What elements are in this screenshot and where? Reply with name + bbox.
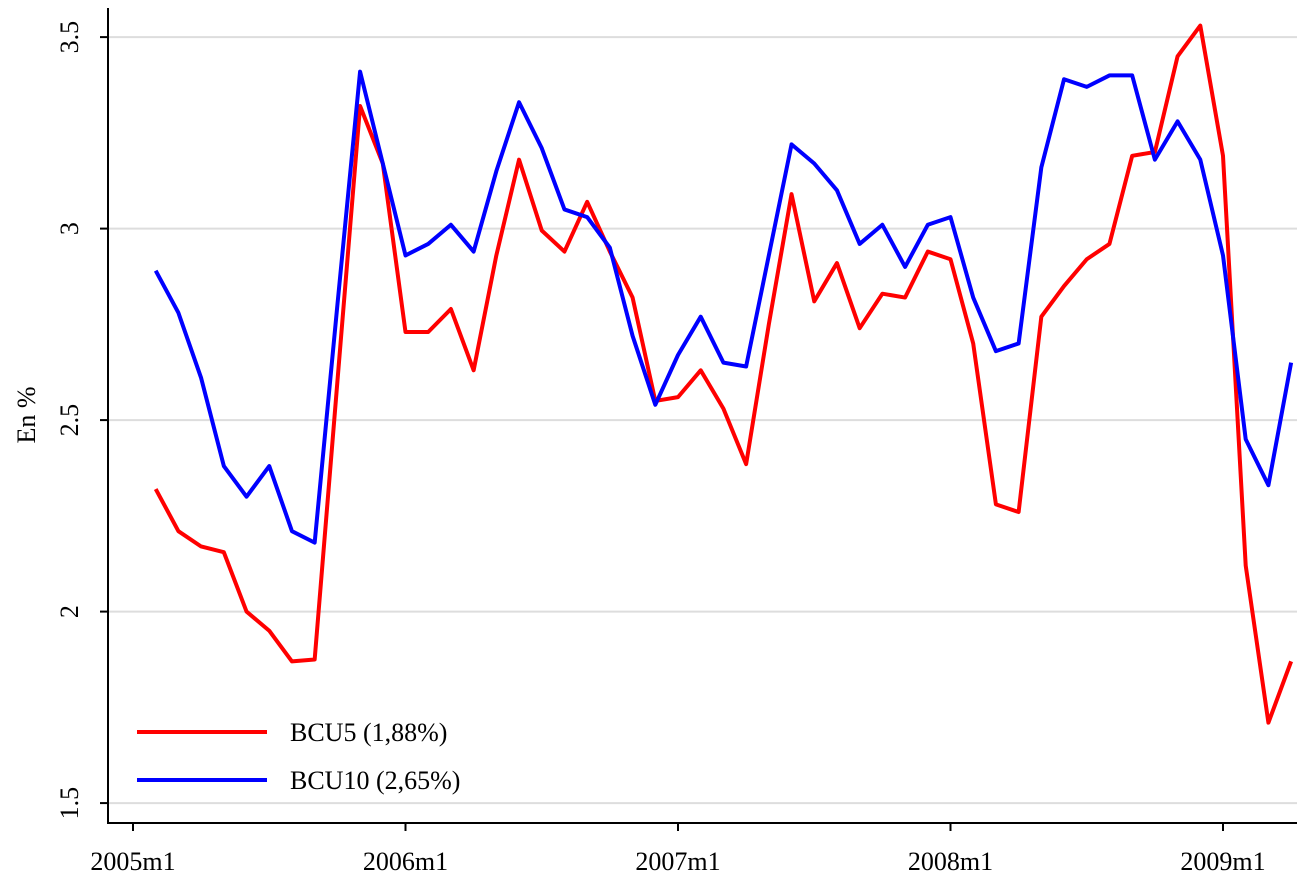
y-tick-label: 1.5 (55, 787, 84, 820)
y-tick-label: 2 (55, 605, 84, 618)
series-line (153, 23, 1294, 725)
x-tick-label: 2009m1 (1180, 847, 1265, 876)
x-tick-label: 2006m1 (363, 847, 448, 876)
y-axis-label: En % (12, 386, 41, 443)
y-tick-label: 3.5 (55, 21, 84, 54)
legend-label: BCU10 (2,65%) (290, 766, 460, 795)
y-tick-label: 2.5 (55, 404, 84, 437)
legend-label: BCU5 (1,88%) (290, 718, 447, 747)
x-tick-label: 2008m1 (908, 847, 993, 876)
x-tick-label: 2005m1 (90, 847, 175, 876)
series-line (153, 69, 1294, 545)
x-tick-label: 2007m1 (635, 847, 720, 876)
y-tick-label: 3 (55, 222, 84, 235)
